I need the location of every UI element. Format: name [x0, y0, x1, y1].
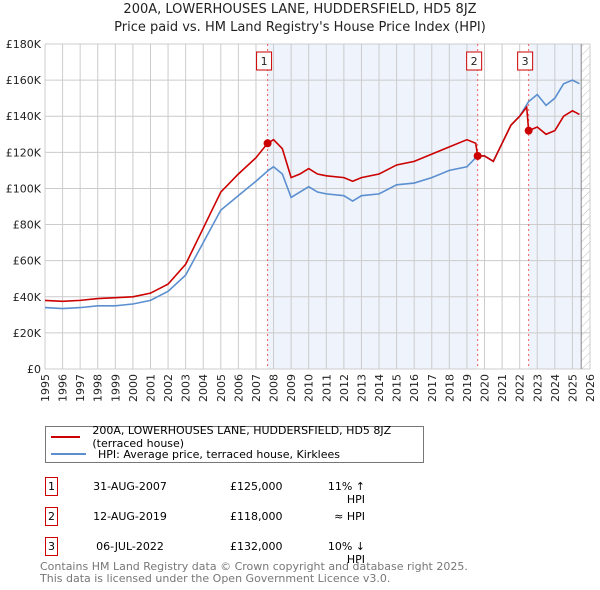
legend-item-hpi: HPI: Average price, terraced house, Kirk…	[46, 446, 340, 462]
forecast-hatch	[581, 44, 590, 369]
sale-hpi: 10% ↓ HPI	[327, 540, 365, 566]
x-tick-label: 1997	[74, 374, 87, 402]
sale-row: 1 31-AUG-2007 £125,000 11% ↑ HPI	[45, 477, 445, 506]
sale-number: 3	[45, 537, 58, 556]
x-tick-label: 2013	[355, 374, 368, 402]
x-tick-label: 2005	[215, 374, 228, 402]
sale-point	[524, 126, 533, 135]
x-tick-label: 2019	[461, 374, 474, 402]
sale-label-box	[466, 51, 483, 71]
sale-row: 3 06-JUL-2022 £132,000 10% ↓ HPI	[45, 537, 445, 566]
sale-price: £125,000	[230, 480, 283, 493]
sale-number: 1	[45, 477, 58, 496]
sale-hpi: 11% ↑ HPI	[327, 480, 365, 506]
legend-label: 200A, LOWERHOUSES LANE, HUDDERSFIELD, HD…	[92, 424, 392, 450]
chart-title: 200A, LOWERHOUSES LANE, HUDDERSFIELD, HD…	[123, 2, 477, 17]
price-chart: 1995 1996 1997 1998 1999 2000 2001 2002 2003 2004…	[6, 38, 597, 402]
x-tick-label: 2026	[584, 374, 597, 402]
x-tick-label: 2023	[531, 374, 544, 402]
sale-hpi: ≈ HPI	[334, 510, 365, 523]
y-tick-label: £120K	[6, 146, 42, 159]
x-tick-label: 2018	[443, 374, 456, 402]
y-tick-label: £40K	[13, 291, 42, 304]
x-tick-label: 2015	[391, 374, 404, 402]
sale-date: 12-AUG-2019	[93, 510, 167, 523]
sale-row: 2 12-AUG-2019 £118,000 ≈ HPI	[45, 507, 445, 526]
y-tick-label: £80K	[13, 219, 42, 232]
x-tick-label: 2008	[268, 374, 281, 402]
x-tick-label: 2010	[303, 374, 316, 402]
x-tick-label: 2006	[232, 374, 245, 402]
legend: 200A, LOWERHOUSES LANE, HUDDERSFIELD, HD…	[45, 424, 424, 463]
x-tick-label: 2004	[197, 374, 210, 402]
y-tick-label: £160K	[6, 74, 42, 87]
x-tick-label: 2002	[162, 374, 175, 402]
legend-label: HPI: Average price, terraced house, Kirk…	[98, 447, 341, 461]
x-tick-label: 2000	[127, 374, 140, 402]
y-tick-label: £60K	[13, 255, 42, 268]
x-tick-label: 2025	[566, 374, 579, 402]
y-tick-label: £180K	[6, 38, 42, 51]
sale-date: 06-JUL-2022	[96, 540, 164, 553]
x-tick-label: 2003	[180, 374, 193, 402]
x-tick-label: 1999	[109, 374, 122, 402]
y-tick-label: £140K	[6, 110, 42, 123]
property-price-line	[44, 105, 580, 303]
footer-line: This data is licensed under the Open Gov…	[40, 572, 391, 585]
sale-point	[263, 139, 272, 148]
sale-point	[473, 151, 482, 160]
sale-label: 2	[471, 55, 478, 68]
legend-swatch	[51, 453, 86, 455]
sale-date: 31-AUG-2007	[93, 480, 167, 493]
y-tick-label: £20K	[13, 327, 42, 340]
sale-label: 3	[522, 55, 529, 68]
x-tick-label: 2011	[320, 374, 333, 402]
x-tick-label: 2021	[496, 374, 509, 402]
x-tick-label: 2014	[373, 374, 386, 402]
x-tick-label: 2016	[408, 374, 421, 402]
legend-swatch	[51, 436, 81, 438]
sale-label-box	[256, 51, 273, 71]
legend-item-property: 200A, LOWERHOUSES LANE, HUDDERSFIELD, HD…	[46, 424, 423, 450]
sale-label-box	[517, 51, 534, 71]
sale-price: £118,000	[230, 510, 283, 523]
shaded-period	[267, 44, 478, 369]
sale-number: 2	[45, 507, 58, 526]
x-tick-label: 2012	[338, 374, 351, 402]
x-tick-label: 2017	[426, 374, 439, 402]
x-tick-label: 1995	[39, 374, 52, 402]
x-tick-label: 2007	[250, 374, 263, 402]
y-tick-label: £100K	[6, 182, 42, 195]
x-tick-label: 2024	[549, 374, 562, 402]
sale-price: £132,000	[230, 540, 283, 553]
x-tick-label: 2009	[285, 374, 298, 402]
sale-label: 1	[261, 55, 268, 68]
y-tick-label: £0	[27, 363, 41, 376]
footer-line: Contains HM Land Registry data © Crown c…	[40, 560, 468, 573]
chart-subtitle: Price paid vs. HM Land Registry's House …	[114, 20, 486, 35]
x-tick-label: 2020	[479, 374, 492, 402]
x-tick-label: 2022	[514, 374, 527, 402]
footer: Contains HM Land Registry data © Crown c…	[40, 561, 468, 585]
x-tick-label: 1996	[57, 374, 70, 402]
x-tick-label: 1998	[92, 374, 105, 402]
x-tick-label: 2001	[144, 374, 157, 402]
